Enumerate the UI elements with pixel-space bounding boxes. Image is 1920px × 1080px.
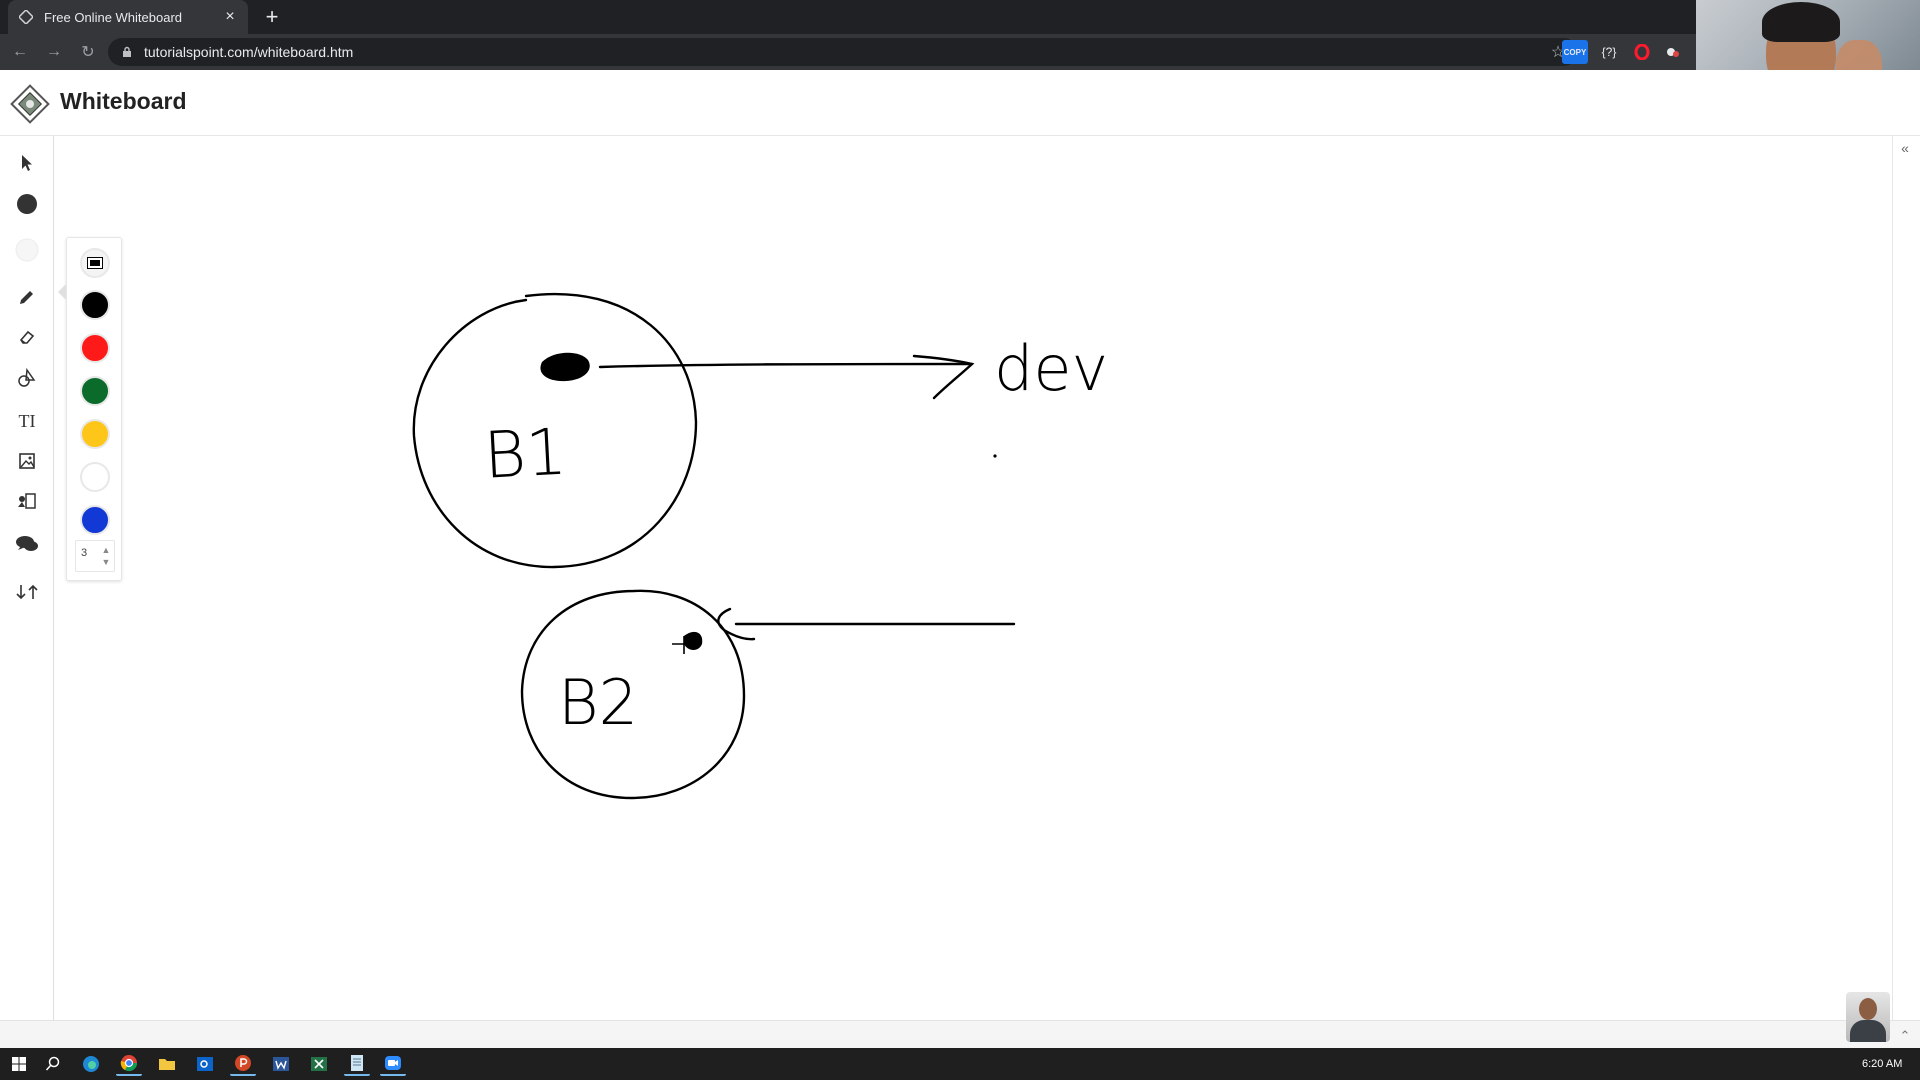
outlook-icon[interactable] [192,1052,218,1076]
back-icon[interactable]: ← [12,43,28,60]
comment-icon[interactable] [8,527,46,561]
new-tab-button[interactable]: + [265,4,279,29]
presenter-avatar [1846,992,1890,1042]
image-icon[interactable] [8,444,46,478]
stray-dot [993,454,997,458]
url-text: tutorialspoint.com/whiteboard.htm [144,44,354,60]
fill-color-icon[interactable] [8,187,46,221]
arrow-b2-head [717,607,756,641]
drawing-layer: B1 B2 dev [412,292,1108,800]
address-bar[interactable]: tutorialspoint.com/whiteboard.htm ☆ [108,38,1578,66]
copy-extension-icon[interactable]: COPY [1562,40,1588,64]
app-header [0,70,1920,136]
windows-start-icon[interactable] [6,1052,32,1076]
color-swatch-green[interactable] [80,376,110,406]
collapse-panel-icon[interactable]: « [1901,140,1909,156]
scroll-top-icon[interactable]: ⌃ [1899,1028,1911,1043]
color-swatch-white[interactable] [80,462,110,492]
color-swatch-black[interactable] [80,290,110,320]
browser-tab[interactable]: Free Online Whiteboard × [8,0,248,34]
zoom-meeting-icon[interactable] [380,1052,406,1076]
opera-icon[interactable] [1629,40,1655,64]
label-b1: B1 [482,416,568,494]
cursor-cross [672,636,694,654]
right-panel-divider [1892,136,1893,1020]
label-b2: B2 [558,666,638,739]
bottom-status-bar [0,1020,1920,1048]
search-icon[interactable] [40,1052,66,1076]
dot-b2 [684,631,703,650]
left-toolbar [0,136,54,1020]
stroke-size-value: 3 [81,547,88,559]
label-dev: dev [994,332,1108,405]
select-cursor-icon[interactable] [8,146,46,180]
lock-icon [120,45,134,59]
pen-icon[interactable] [8,280,46,314]
eraser-icon[interactable] [8,320,46,354]
shapes-icon[interactable] [8,361,46,395]
stepper-arrows-icon[interactable]: ▲ ▼ [101,545,111,567]
tab-favicon-icon [18,9,34,25]
word-icon[interactable] [268,1052,294,1076]
app-title: Whiteboard [60,88,187,114]
notepad-icon[interactable] [344,1052,370,1076]
chrome-icon[interactable] [116,1052,142,1076]
excel-icon[interactable] [306,1052,332,1076]
tab-title: Free Online Whiteboard [44,9,183,25]
tutorialspoint-logo-icon[interactable] [8,82,52,126]
bookmark-star-icon[interactable]: ☆ [1550,44,1566,61]
whiteboard-canvas[interactable]: B1 B2 dev [54,136,1894,1020]
stroke-size-stepper[interactable]: 3 ▲ ▼ [75,540,115,572]
reload-icon[interactable]: ↻ [81,44,95,61]
stroke-color-icon[interactable] [8,233,46,267]
insert-shape-icon[interactable] [8,484,46,518]
arrow-b1-line [598,362,974,369]
taskbar-clock: 6:20 AM [1862,1058,1903,1070]
edge-browser-icon[interactable] [78,1052,104,1076]
help-extension-icon[interactable]: {?} [1601,45,1617,59]
color-palette-panel: 3 ▲ ▼ [58,237,122,581]
fill-mode-swatch[interactable] [80,248,110,278]
browser-tab-strip [0,0,1700,34]
browser-toolbar: ← → ↻ tutorialspoint.com/whiteboard.htm … [0,34,1700,70]
file-explorer-icon[interactable] [154,1052,180,1076]
color-swatch-blue[interactable] [80,505,110,535]
forward-icon[interactable]: → [46,43,62,60]
color-swatch-yellow[interactable] [80,419,110,449]
move-updown-icon[interactable] [8,575,46,609]
color-swatch-red[interactable] [80,333,110,363]
tab-close-icon[interactable]: × [225,8,235,25]
powerpoint-icon[interactable] [230,1052,256,1076]
circle-b1 [412,292,698,569]
panel-arrow [58,284,66,300]
text-tool-icon[interactable]: TI [18,410,36,431]
circle-b2 [520,589,746,800]
extension-puzzle-icon[interactable] [1660,40,1686,64]
arrow-b1-head [912,354,975,400]
dot-b1 [540,352,590,382]
